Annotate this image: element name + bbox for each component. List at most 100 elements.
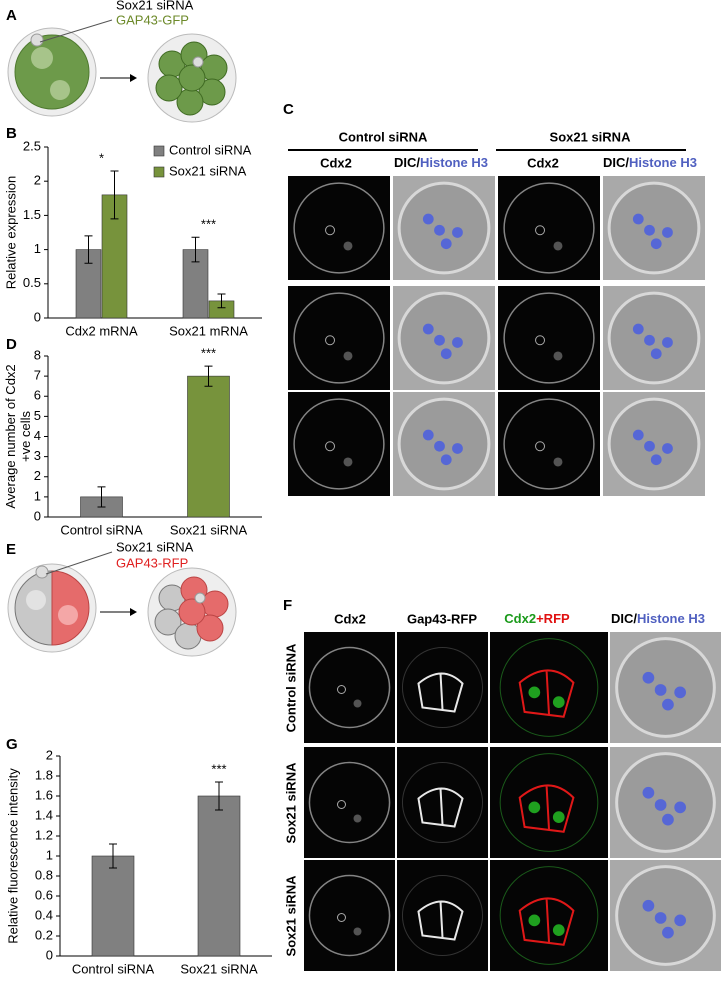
embryo <box>401 874 484 957</box>
nucleus <box>336 684 346 695</box>
error-bar <box>204 365 213 387</box>
membrane <box>518 897 575 946</box>
nucleus <box>353 927 362 936</box>
column-label: DIC/Histone H3 <box>394 155 488 170</box>
error-bar <box>191 236 200 263</box>
error-bar <box>84 235 93 264</box>
nucleus <box>343 457 353 467</box>
column-label: DIC/Histone H3 <box>603 155 697 170</box>
image-bg <box>397 632 488 743</box>
bar <box>182 249 209 319</box>
image-bg <box>288 176 390 280</box>
embryo <box>293 398 385 490</box>
nucleus <box>674 914 687 927</box>
y-tick-label: 5 <box>34 408 41 423</box>
image-bg <box>490 632 608 743</box>
diagram-text: GAP43-RFP <box>116 555 188 570</box>
y-tick-label: 1.8 <box>35 767 53 782</box>
diagram-e: Sox21 siRNA GAP43-RFP <box>7 539 237 657</box>
y-tick-label: 3 <box>34 448 41 463</box>
nucleus <box>552 924 565 937</box>
nucleus <box>528 914 541 927</box>
error-bar <box>110 170 119 220</box>
nucleus <box>642 786 655 799</box>
nucleus <box>452 227 463 238</box>
nucleus <box>528 686 541 699</box>
bar <box>91 855 135 957</box>
nucleus <box>553 241 563 251</box>
nucleus <box>336 799 346 810</box>
x-tick-label: Cdx2 mRNA <box>65 323 138 338</box>
y-tick-label: 2 <box>34 468 41 483</box>
nucleus <box>552 696 565 709</box>
nucleus <box>632 213 644 225</box>
nucleus <box>644 224 655 236</box>
micrograph <box>603 286 705 390</box>
x-tick-label: Sox21 mRNA <box>169 323 248 338</box>
significance-label: * <box>99 150 104 165</box>
bar <box>187 375 230 518</box>
nucleus <box>553 457 563 467</box>
image-bg <box>490 747 608 858</box>
y-tick-label: 0.2 <box>35 927 53 942</box>
y-tick-label: 2 <box>34 173 41 188</box>
embryo <box>499 753 599 852</box>
nucleus <box>434 224 445 236</box>
panel-label: A <box>6 7 17 24</box>
nucleus <box>654 684 667 696</box>
nucleus <box>662 926 674 939</box>
nucleus <box>434 440 445 452</box>
panel-label: E <box>6 541 16 558</box>
nucleus <box>642 899 655 912</box>
y-tick-label: 8 <box>34 347 41 362</box>
nucleus <box>662 443 673 454</box>
nucleus <box>650 454 662 466</box>
row-label: Sox21 siRNA <box>283 875 298 957</box>
image-bg <box>397 860 488 971</box>
bar <box>197 795 241 957</box>
image-bg <box>304 747 395 858</box>
micrograph <box>397 747 488 858</box>
y-tick-label: 1.4 <box>35 807 53 822</box>
membrane <box>417 672 464 713</box>
legend-swatch <box>153 145 165 157</box>
nucleus <box>644 440 655 452</box>
y-tick-label: 1 <box>34 241 41 256</box>
micrograph <box>393 286 495 390</box>
embryo <box>499 638 599 737</box>
nucleus <box>662 227 673 238</box>
micrograph <box>304 860 395 971</box>
y-tick-label: 0.5 <box>23 275 41 290</box>
panel-label: C <box>283 101 294 118</box>
nucleus <box>552 811 565 824</box>
image-bg <box>498 176 600 280</box>
diagram-a: Sox21 siRNA GAP43-GFP <box>7 0 237 123</box>
nucleus <box>535 335 546 346</box>
micrograph <box>490 632 608 743</box>
legend-label: Sox21 siRNA <box>169 163 247 178</box>
diagram-text: Sox21 siRNA <box>116 0 194 12</box>
significance-label: *** <box>201 346 216 361</box>
diagram-text: GAP43-GFP <box>116 12 189 27</box>
membrane <box>518 784 575 833</box>
x-tick-label: Control siRNA <box>60 522 143 537</box>
embryo <box>308 761 391 844</box>
nucleus <box>553 351 563 361</box>
membrane <box>417 787 464 828</box>
row-label: Sox21 siRNA <box>283 762 298 844</box>
nucleus <box>325 335 336 346</box>
nucleus <box>325 225 336 236</box>
nucleus <box>343 351 353 361</box>
y-axis-label: Relative expression <box>3 176 18 289</box>
x-tick-label: Sox21 siRNA <box>170 522 248 537</box>
nucleus <box>662 337 673 348</box>
column-label: DIC/Histone H3 <box>611 611 705 626</box>
micrograph <box>498 392 600 496</box>
nucleus <box>662 698 674 711</box>
column-label: Cdx2 <box>320 155 352 170</box>
nucleus <box>343 241 353 251</box>
embryo <box>308 646 391 729</box>
y-tick-label: 0 <box>34 508 41 523</box>
micrograph <box>610 747 721 858</box>
